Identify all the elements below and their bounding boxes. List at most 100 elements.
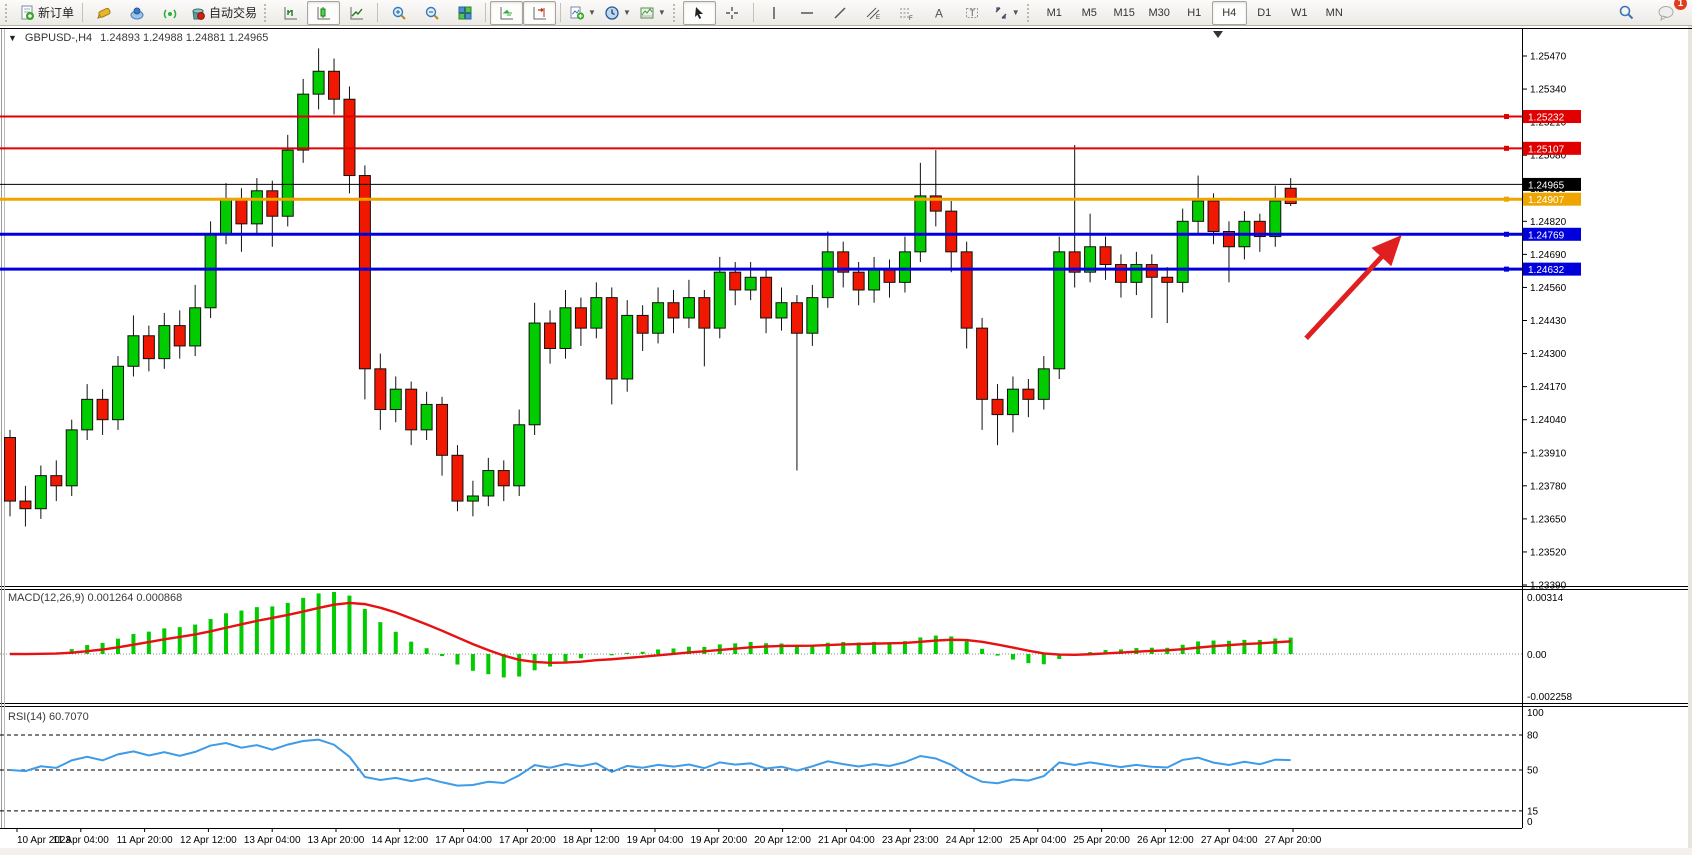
candle <box>1022 388 1035 400</box>
candle <box>559 307 572 349</box>
chart-canvas: 1.254701.253401.252101.250801.249501.248… <box>0 26 1692 855</box>
line-chart-button[interactable] <box>340 1 373 25</box>
timeframe-button-M30[interactable]: M30 <box>1148 6 1170 19</box>
indicators-button[interactable]: ▼ <box>565 1 600 25</box>
crosshair-button[interactable] <box>716 1 749 25</box>
svg-text:1.25232: 1.25232 <box>1528 113 1565 124</box>
svg-text:1.23650: 1.23650 <box>1530 514 1567 525</box>
svg-text:0.00314: 0.00314 <box>1527 593 1564 604</box>
svg-text:23 Apr 23:00: 23 Apr 23:00 <box>882 835 939 846</box>
autotrading-button[interactable]: 自动交易 <box>186 1 261 25</box>
timeframe-button-M5[interactable]: M5 <box>1081 6 1097 19</box>
svg-text:1.25340: 1.25340 <box>1530 85 1567 96</box>
candle <box>945 210 958 253</box>
timeframe-group: M1 M5 M15 M30 H1 H4 D1 W1 MN <box>1037 0 1352 25</box>
candle <box>34 475 47 510</box>
bar-chart-button[interactable] <box>274 1 307 25</box>
candle <box>1207 200 1220 232</box>
notification-badge: 1 <box>1674 0 1687 10</box>
periods-button[interactable]: ▼ <box>600 1 635 25</box>
candlesticks <box>4 48 1297 527</box>
svg-text:20 Apr 12:00: 20 Apr 12:00 <box>754 835 811 846</box>
price-chart-window[interactable]: 1.254701.253401.252101.250801.249501.248… <box>0 26 1692 855</box>
candle <box>1037 368 1050 400</box>
community-button[interactable] <box>120 1 153 25</box>
chart-shift-marker[interactable] <box>1213 31 1223 38</box>
svg-text:1.24632: 1.24632 <box>1528 265 1565 276</box>
candle <box>744 276 757 291</box>
candlestick-chart-button[interactable] <box>307 0 341 25</box>
notifications-button[interactable]: 1 <box>1649 0 1687 25</box>
candle <box>235 197 248 225</box>
timeframe-button-MN[interactable]: MN <box>1325 6 1343 19</box>
equidistant-channel-button[interactable]: E <box>857 1 890 25</box>
candle <box>590 297 603 329</box>
vertical-line-button[interactable] <box>758 1 791 25</box>
toolbar-grip[interactable] <box>5 3 12 22</box>
candle <box>821 251 834 299</box>
fibonacci-button[interactable]: F <box>890 1 923 25</box>
svg-text:1.23780: 1.23780 <box>1530 481 1567 492</box>
candle <box>790 302 803 334</box>
svg-text:21 Apr 04:00: 21 Apr 04:00 <box>818 835 875 846</box>
svg-text:1.24769: 1.24769 <box>1528 230 1565 241</box>
svg-text:T: T <box>970 8 976 18</box>
indicator-axes: 0.00314 0.00 -0.002258 100 80 50 150 <box>1527 593 1572 828</box>
zoom-in-button[interactable] <box>382 1 415 25</box>
news-button[interactable] <box>153 1 186 25</box>
templates-button[interactable]: ▼ <box>635 1 670 25</box>
candle <box>760 276 773 319</box>
candle <box>405 388 418 431</box>
tile-windows-button[interactable] <box>448 1 481 25</box>
text-label-button[interactable]: T <box>956 1 989 25</box>
search-button[interactable] <box>1610 1 1643 25</box>
svg-text:1.23390: 1.23390 <box>1530 581 1567 592</box>
timeframe-button-D1[interactable]: D1 <box>1257 6 1272 19</box>
svg-text:E: E <box>876 15 880 21</box>
candle <box>574 307 587 329</box>
candle <box>173 325 186 347</box>
auto-scroll-button[interactable] <box>490 0 524 25</box>
candle <box>1176 220 1189 283</box>
trend-arrow-annotation[interactable] <box>1304 235 1402 341</box>
cursor-button[interactable] <box>682 0 716 25</box>
timeframe-button-M1[interactable]: M1 <box>1046 6 1062 19</box>
chart-menu-arrow-icon[interactable]: ▼ <box>8 33 17 43</box>
svg-text:25 Apr 04:00: 25 Apr 04:00 <box>1009 835 1066 846</box>
horizontal-lines[interactable]: 1.25232 1.25107 1.24907 1.24769 1.24632 1.249… <box>0 110 1581 276</box>
trendline-button[interactable] <box>824 1 857 25</box>
symbol-period-label: GBPUSD-,H4 <box>24 32 93 44</box>
candlestick-chart-icon <box>317 6 330 19</box>
candle <box>420 403 433 431</box>
svg-text:19 Apr 20:00: 19 Apr 20:00 <box>690 835 747 846</box>
chart-frame <box>0 28 1692 829</box>
new-order-button[interactable]: 新订单 <box>15 1 78 25</box>
horizontal-line-button[interactable] <box>791 1 824 25</box>
chart-shift-button[interactable] <box>523 0 557 25</box>
metaeditor-button[interactable] <box>87 1 120 25</box>
svg-text:1.25080: 1.25080 <box>1530 151 1567 162</box>
candle <box>281 149 294 217</box>
candle <box>1006 388 1019 416</box>
zoom-out-button[interactable] <box>415 1 448 25</box>
timeframe-button-H4[interactable]: H4 <box>1211 0 1247 25</box>
channel-icon: E <box>866 7 880 21</box>
timeframe-button-M15[interactable]: M15 <box>1113 6 1135 19</box>
svg-text:0: 0 <box>1527 817 1533 828</box>
candle <box>713 271 726 329</box>
candle <box>868 269 881 291</box>
candle <box>266 190 279 217</box>
svg-text:1.24560: 1.24560 <box>1530 283 1567 294</box>
chart-title: ▼ GBPUSD-,H4 1.24893 1.24988 1.24881 1.2… <box>8 32 268 44</box>
svg-text:1.24040: 1.24040 <box>1530 415 1567 426</box>
arrows-button[interactable]: ▼ <box>989 1 1024 25</box>
text-button[interactable]: A <box>923 1 956 25</box>
svg-text:-0.002258: -0.002258 <box>1527 692 1572 703</box>
svg-text:0.00: 0.00 <box>1527 650 1547 661</box>
timeframe-button-W1[interactable]: W1 <box>1290 6 1308 19</box>
timeframe-button-H1[interactable]: H1 <box>1187 6 1202 19</box>
candle <box>1114 264 1127 283</box>
chat-bubble-icon <box>1658 6 1673 21</box>
candle <box>466 495 479 502</box>
